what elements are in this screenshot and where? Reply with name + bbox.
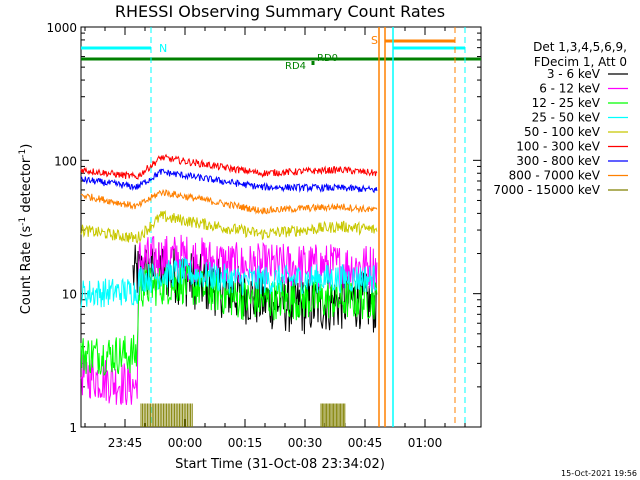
legend-label: 100 - 300 keV — [516, 140, 600, 154]
series-lines — [80, 153, 378, 427]
flag-label-s: S — [371, 34, 378, 47]
timestamp-label: 15-Oct-2021 19:56 — [561, 469, 637, 478]
legend-label: 50 - 100 keV — [524, 125, 601, 139]
series-line-6 — [80, 168, 378, 194]
legend-label: 3 - 6 keV — [547, 67, 601, 81]
legend-label: 12 - 25 keV — [532, 96, 601, 110]
x-tick-label: 00:45 — [348, 436, 383, 450]
x-tick-label: 23:45 — [108, 436, 143, 450]
series-line-1 — [80, 234, 378, 405]
flag-bars: N S RD0 RD4 — [81, 27, 481, 427]
legend-label: 25 - 50 keV — [532, 111, 601, 125]
y-tick-label: 100 — [54, 154, 77, 168]
y-axis-label: Count Rate (s-1 detector-1) — [18, 144, 34, 315]
flag-label-rd0: RD0 — [317, 53, 338, 64]
series-line-4 — [80, 209, 378, 244]
x-axis-label: Start Time (31-Oct-08 23:34:02) — [175, 457, 385, 472]
y-tick-label: 1000 — [46, 21, 77, 35]
series-line-2 — [80, 264, 378, 376]
y-tick-label: 1 — [69, 421, 77, 435]
series-line-7 — [80, 188, 378, 215]
series-line-5 — [80, 153, 378, 180]
y-tick-label: 10 — [62, 288, 77, 302]
x-tick-label: 00:30 — [288, 436, 323, 450]
plot-area — [80, 26, 482, 428]
series-line-3 — [80, 256, 378, 309]
legend-header: Det 1,3,4,5,6,9, — [533, 40, 627, 54]
chart-title: RHESSI Observing Summary Count Rates — [115, 2, 445, 21]
legend: Det 1,3,4,5,6,9,FDecim 1, Att 03 - 6 keV… — [493, 40, 628, 197]
legend-label: 300 - 800 keV — [516, 154, 600, 168]
legend-header: FDecim 1, Att 0 — [534, 55, 627, 69]
legend-label: 6 - 12 keV — [539, 82, 601, 96]
series-line-8 — [140, 403, 346, 427]
x-tick-label: 01:00 — [408, 436, 443, 450]
legend-label: 800 - 7000 keV — [509, 169, 601, 183]
axis-ticks: 1 10 100 1000 23:45 00:00 00:15 00:30 00:45 01:00 — [46, 21, 481, 450]
legend-label: 7000 - 15000 keV — [493, 183, 600, 197]
x-tick-label: 00:15 — [228, 436, 263, 450]
flag-label-rd4: RD4 — [285, 61, 306, 72]
flag-label-n: N — [159, 42, 167, 55]
x-tick-label: 00:00 — [168, 436, 203, 450]
